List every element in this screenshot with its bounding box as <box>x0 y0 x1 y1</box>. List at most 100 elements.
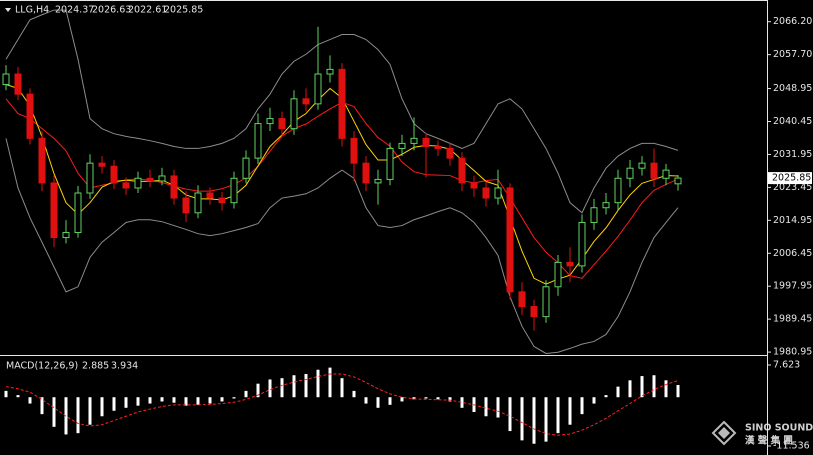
candle-body <box>350 137 358 164</box>
candle-body <box>38 137 46 184</box>
macd-title: MACD(12,26,9) <box>6 361 78 372</box>
y-tick-label: 1997.95 <box>773 281 812 292</box>
macd-bar <box>436 397 440 400</box>
y-tick-label: 2023.45 <box>773 182 812 193</box>
macd-bar <box>136 397 140 406</box>
macd-tick-label: -11.536 <box>773 441 810 452</box>
candle-body <box>554 261 562 288</box>
candle-body <box>314 73 322 105</box>
candle-body <box>254 123 262 159</box>
y-tick-label: 2048.95 <box>773 83 812 94</box>
candle-body <box>470 182 478 189</box>
macd-bar <box>88 397 92 425</box>
macd-bar <box>424 397 428 399</box>
candle-body <box>614 177 622 204</box>
y-tick-label: 2006.45 <box>773 248 812 259</box>
macd-bar <box>76 397 80 434</box>
macd-bar <box>304 373 308 398</box>
indicator-line <box>5 9 679 214</box>
y-tick-label: 1980.95 <box>773 347 812 358</box>
candle-body <box>170 175 178 199</box>
candle-body <box>422 137 430 147</box>
candle-body <box>194 192 202 214</box>
candle-body <box>98 162 106 167</box>
macd-bar <box>160 397 164 402</box>
macd-bar <box>172 397 176 403</box>
symbol-label: LLG,H4 <box>15 5 49 16</box>
macd-bar <box>196 397 200 405</box>
watermark-chinese: 漢 聲 集 團 <box>745 435 793 447</box>
watermark-logo-inner <box>718 427 730 439</box>
macd-bar <box>532 397 536 444</box>
macd-bar <box>148 397 152 404</box>
candle-body <box>242 157 250 179</box>
candle-body <box>206 192 214 199</box>
candle-body <box>518 291 526 308</box>
macd-bar <box>4 390 8 398</box>
candle-body <box>2 73 10 85</box>
dropdown-icon[interactable] <box>5 8 11 12</box>
macd-bar <box>52 397 56 427</box>
candle-body <box>50 182 58 239</box>
macd-bar <box>232 397 236 399</box>
macd-bar <box>340 378 344 398</box>
last-price-label: 2025.85 <box>772 173 811 184</box>
macd-bar <box>580 397 584 415</box>
macd-bar <box>496 397 500 418</box>
macd-bar <box>628 380 632 398</box>
candle-body <box>62 232 70 239</box>
macd-bar <box>328 367 332 398</box>
price-plot <box>2 9 682 354</box>
macd-bar <box>364 397 368 404</box>
macd-value: 2.885 <box>82 361 109 372</box>
macd-bar <box>40 397 44 415</box>
candle-body <box>158 175 166 182</box>
macd-bar <box>316 369 320 398</box>
y-tick-label: 2031.95 <box>773 149 812 160</box>
macd-bar <box>556 397 560 434</box>
candle-body <box>446 147 454 159</box>
candle-body <box>650 162 658 179</box>
macd-bar <box>184 397 188 406</box>
candle-body <box>662 169 670 179</box>
candle-body <box>542 286 550 318</box>
macd-bar <box>616 386 620 398</box>
macd-bar <box>448 397 452 402</box>
candle-body <box>566 261 574 267</box>
candle-body <box>386 147 394 180</box>
candle-body <box>302 98 310 105</box>
candle-body <box>74 192 82 234</box>
indicator-line <box>5 138 679 354</box>
candle-body <box>218 197 226 204</box>
candle-body <box>230 177 238 204</box>
macd-bar <box>28 397 32 404</box>
candle-body <box>482 187 490 199</box>
macd-bar <box>652 375 656 398</box>
y-tick-label: 2066.20 <box>773 16 812 27</box>
macd-bar <box>292 375 296 398</box>
candle-body <box>506 187 514 293</box>
macd-bar <box>400 397 404 402</box>
macd-tick-label: 7.623 <box>773 359 800 370</box>
candle-body <box>278 118 286 130</box>
macd-bar <box>604 395 608 398</box>
candle-body <box>458 157 466 184</box>
header-close: 2025.85 <box>164 5 203 16</box>
header-low: 2022.61 <box>128 5 167 16</box>
candle-body <box>134 177 142 189</box>
candle-body <box>626 167 634 179</box>
macd-bar <box>280 378 284 398</box>
candle-body <box>398 142 406 149</box>
macd-bar <box>100 397 104 417</box>
macd-bar <box>484 397 488 417</box>
candle-body <box>326 68 334 75</box>
macd-bar <box>124 397 128 408</box>
y-tick-label: 2014.95 <box>773 215 812 226</box>
y-tick-label: 2057.70 <box>773 49 812 60</box>
candle-body <box>674 177 682 185</box>
candle-body <box>374 178 382 184</box>
macd-bar <box>244 390 248 398</box>
candle-body <box>530 306 538 318</box>
